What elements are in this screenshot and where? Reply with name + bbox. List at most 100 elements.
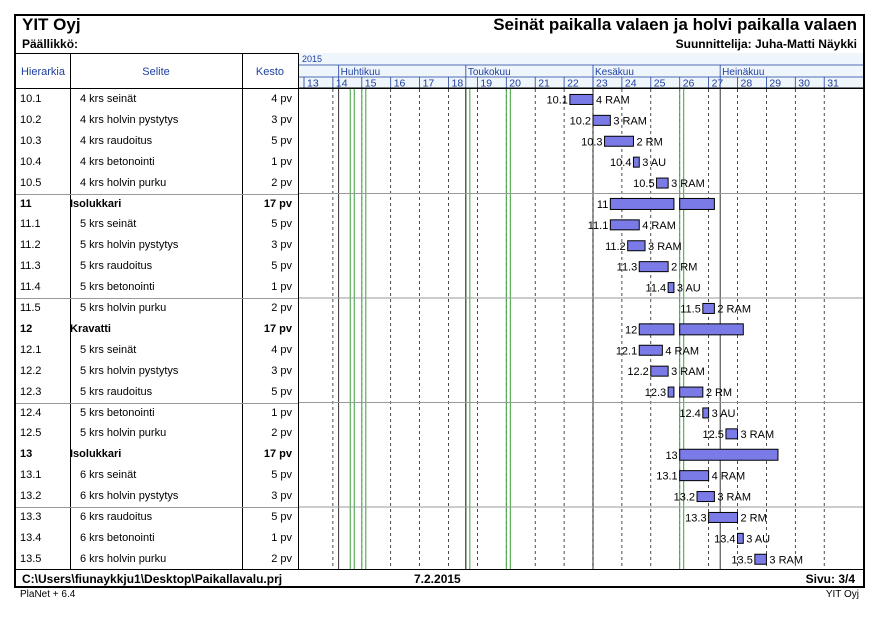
task-bar	[754, 553, 767, 565]
bar-label: 11.1	[588, 220, 609, 232]
row-description: Isolukkari	[70, 197, 122, 210]
resource-label: 3 RAM	[769, 554, 803, 566]
task-bar	[638, 344, 663, 356]
row-hierarchy-id: 13.1	[20, 469, 42, 482]
row-description: 5 krs holvin purku	[80, 427, 167, 440]
task-bar	[696, 491, 715, 503]
resource-label: 3 RAM	[741, 429, 775, 441]
resource-label: 3 AU	[746, 533, 770, 545]
resource-label: 3 RAM	[671, 178, 705, 190]
task-bar	[667, 282, 675, 294]
row-group-divider	[16, 507, 298, 508]
bar-label: 13.1	[656, 471, 677, 483]
row-hierarchy-id: 13.2	[20, 490, 42, 503]
footer-divider	[16, 569, 863, 570]
week-label: 24	[625, 78, 637, 90]
task-bar	[569, 93, 594, 105]
row-description: 5 krs betonointi	[80, 406, 155, 419]
row-hierarchy-id: 10.4	[20, 155, 42, 168]
bar-label: 12.5	[703, 429, 724, 441]
col-sep-2	[242, 53, 243, 569]
row-description: 6 krs raudoitus	[80, 511, 153, 523]
bar-label: 10.4	[610, 157, 631, 169]
bar-label: 11.2	[605, 241, 626, 253]
row-hierarchy-id: 11.5	[20, 302, 41, 314]
designer-label: Suunnittelija: Juha-Matti Näykki	[675, 37, 857, 51]
task-bar	[679, 197, 715, 210]
row-hierarchy-id: 12.1	[20, 343, 42, 356]
bar-label: 10.1	[546, 94, 567, 106]
row-hierarchy-id: 12.2	[20, 364, 42, 377]
resource-label: 2 RM	[706, 387, 732, 399]
row-hierarchy-id: 13.5	[20, 552, 42, 565]
week-label: 27	[712, 78, 724, 90]
bar-label: 12	[625, 324, 637, 336]
row-duration: 1 pv	[271, 531, 292, 544]
week-label: 14	[336, 78, 348, 90]
task-bar	[638, 323, 675, 336]
month-label: Huhtikuu	[341, 67, 380, 78]
week-label: 21	[538, 78, 550, 90]
row-description: Isolukkari	[70, 448, 122, 461]
row-description: 6 krs holvin purku	[80, 552, 167, 565]
task-bar	[679, 386, 704, 398]
week-label: 26	[683, 78, 695, 90]
row-description: 4 krs holvin purku	[80, 176, 167, 189]
row-description: 4 krs raudoitus	[80, 134, 153, 147]
week-label: 22	[567, 78, 579, 90]
col-header-description: Selite	[142, 66, 170, 78]
row-description: 5 krs holvin purku	[80, 302, 167, 314]
row-hierarchy-id: 10.3	[20, 134, 42, 147]
task-bar	[656, 177, 669, 189]
week-label: 19	[480, 78, 492, 90]
row-description: Kravatti	[70, 322, 111, 335]
row-duration: 1 pv	[271, 281, 292, 294]
resource-label: 4 RAM	[712, 471, 746, 483]
week-label: 13	[307, 78, 319, 90]
row-duration: 17 pv	[263, 322, 292, 335]
row-duration: 17 pv	[263, 448, 292, 461]
row-description: 4 krs seinät	[80, 93, 137, 105]
task-bar	[609, 197, 675, 210]
task-bar	[679, 323, 744, 336]
chart-title: Seinät paikalla valaen ja holvi paikalla…	[493, 15, 857, 34]
resource-label: 2 RM	[671, 262, 697, 274]
software-version: PlaNet + 6.4	[20, 589, 76, 600]
row-hierarchy-id: 13	[20, 448, 33, 461]
row-hierarchy-id: 12.3	[20, 385, 42, 398]
resource-label: 3 RAM	[648, 241, 682, 253]
task-bar	[679, 470, 710, 482]
row-duration: 2 pv	[271, 427, 292, 440]
row-group-divider	[16, 402, 298, 404]
bar-label: 10.3	[581, 136, 602, 148]
row-group-divider	[16, 298, 298, 299]
row-duration: 5 pv	[271, 134, 292, 147]
week-label: 16	[394, 78, 406, 90]
week-label: 29	[769, 78, 781, 90]
resource-label: 3 RAM	[717, 492, 751, 504]
bar-label: 13.2	[674, 492, 695, 504]
row-duration: 3 pv	[271, 490, 292, 503]
row-duration: 17 pv	[263, 197, 292, 210]
resource-label: 4 RAM	[596, 94, 630, 106]
row-duration: 5 pv	[271, 511, 292, 523]
bar-label: 10.5	[633, 178, 654, 190]
week-label: 28	[741, 78, 753, 90]
task-bar	[627, 240, 646, 252]
week-label: 30	[798, 78, 810, 90]
bar-label: 13.3	[685, 512, 706, 524]
task-bar	[679, 448, 779, 461]
row-duration: 3 pv	[271, 113, 292, 126]
bar-label: 11.3	[617, 262, 638, 274]
row-description: 5 krs raudoitus	[80, 260, 153, 273]
month-label: Toukokuu	[468, 67, 511, 78]
week-label: 18	[452, 78, 464, 90]
row-hierarchy-id: 12	[20, 322, 33, 335]
bar-label: 13	[665, 450, 677, 462]
row-duration: 5 pv	[271, 385, 292, 398]
row-group-divider	[16, 193, 298, 195]
row-duration: 5 pv	[271, 260, 292, 273]
row-duration: 4 pv	[271, 93, 292, 105]
row-duration: 2 pv	[271, 302, 292, 314]
row-duration: 3 pv	[271, 364, 292, 377]
